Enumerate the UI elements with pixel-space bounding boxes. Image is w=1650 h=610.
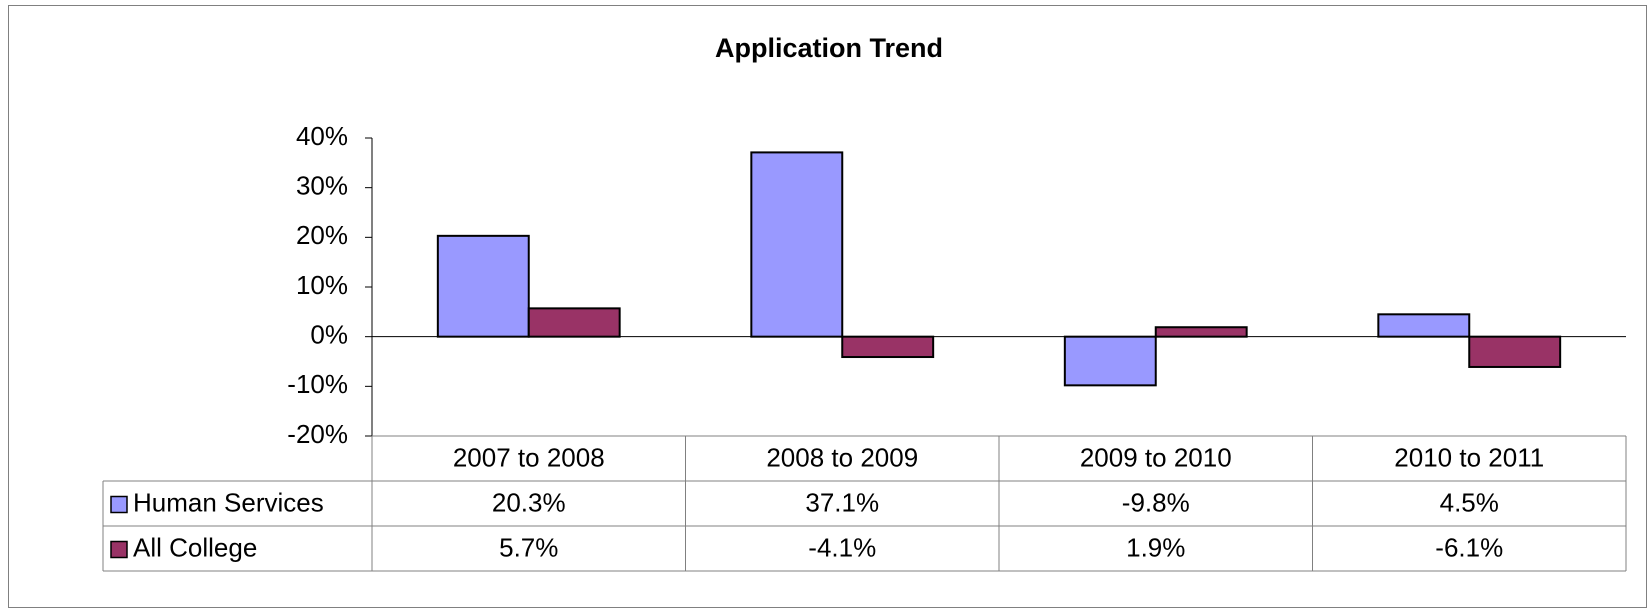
x-tick-label: 2010 to 2011 — [1394, 442, 1544, 472]
y-tick-label: 10% — [296, 270, 348, 300]
data-label: -9.8% — [1122, 487, 1190, 517]
legend-label: Human Services — [133, 487, 324, 517]
bar — [1468, 335, 1562, 368]
legend-label: All College — [133, 532, 257, 562]
legend-key — [110, 495, 128, 514]
bar — [841, 335, 935, 359]
y-tick-label: -10% — [287, 369, 348, 399]
bar — [750, 151, 844, 338]
data-label: 37.1% — [805, 487, 879, 517]
x-tick-label: 2007 to 2008 — [453, 442, 605, 472]
legend-key — [110, 540, 128, 559]
bar — [1154, 326, 1248, 338]
y-tick-label: 30% — [296, 171, 348, 201]
y-tick-label: 40% — [296, 121, 348, 151]
chart-title: Application Trend — [715, 33, 943, 63]
data-label: 5.7% — [499, 532, 558, 562]
bar — [436, 234, 530, 338]
bar — [527, 307, 621, 338]
data-label: -4.1% — [808, 532, 876, 562]
x-tick-label: 2008 to 2009 — [766, 442, 918, 472]
bar — [1377, 313, 1471, 338]
x-tick-label: 2009 to 2010 — [1080, 442, 1232, 472]
data-label: 20.3% — [492, 487, 566, 517]
bar — [1063, 335, 1157, 387]
y-tick-label: 0% — [310, 320, 348, 350]
data-label: 4.5% — [1440, 487, 1499, 517]
data-label: -6.1% — [1435, 532, 1503, 562]
data-label: 1.9% — [1126, 532, 1185, 562]
y-tick-label: 20% — [296, 220, 348, 250]
y-tick-label: -20% — [287, 419, 348, 449]
